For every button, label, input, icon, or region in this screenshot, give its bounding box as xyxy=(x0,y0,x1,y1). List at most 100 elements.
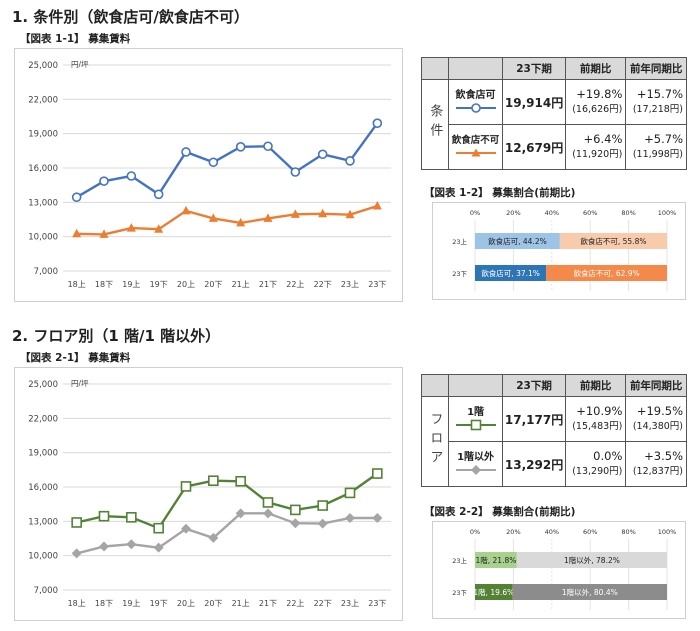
x-tick-label: 22下 xyxy=(314,599,332,608)
value-cell: 17,177円 xyxy=(502,396,566,442)
data-point xyxy=(208,532,219,543)
data-point xyxy=(208,475,219,487)
data-point xyxy=(345,209,355,219)
qoq-prev: (13,290円) xyxy=(572,466,623,477)
legend-square-marker-icon xyxy=(455,419,496,431)
x-tick-label: 23上 xyxy=(341,280,359,289)
x-tick-label: 60% xyxy=(583,209,597,217)
data-point xyxy=(99,229,109,238)
x-tick-label: 100% xyxy=(658,209,677,217)
x-tick-label: 18上 xyxy=(68,599,86,608)
table-group-cell: 条件 xyxy=(421,79,449,170)
data-label: 飲食店可, 37.1% xyxy=(481,268,540,278)
yoy-cell: +3.5% (12,837円) xyxy=(625,441,687,487)
line-chart-1-svg: 25,000 22,000 19,000 16,000 13,000 10,000 7,00… xyxy=(28,60,391,289)
x-tick-label: 20下 xyxy=(204,599,222,608)
header-qoq: 前期比 xyxy=(564,374,627,397)
fig1-1-label: 【図表 1-1】 募集賃料 xyxy=(20,33,131,45)
yoy-cell: +15.7% (17,218円) xyxy=(625,79,687,125)
data-point xyxy=(153,522,164,534)
share-chart-1: 0% 20% 40% 60% 80% 100% 23上 飲食店可, 44.2% 飲食店不可, 5… xyxy=(432,202,686,300)
table-row-label-cell: 1階以外 xyxy=(447,441,504,487)
x-tick-label: 0% xyxy=(470,528,480,536)
x-tick-label: 18上 xyxy=(68,280,86,289)
yoy-value: +19.5% xyxy=(636,404,683,418)
data-point xyxy=(208,157,219,168)
qoq-prev: (16,626円) xyxy=(572,104,623,115)
x-tick-label: 21下 xyxy=(259,599,277,608)
y-tick-label: 13,000 xyxy=(28,517,58,527)
section2-title: 2. フロア別（1 階/1 階以外） xyxy=(12,327,221,345)
x-tick-label: 19上 xyxy=(122,280,140,289)
data-point xyxy=(372,468,383,479)
table-row-label-cell: 1階 xyxy=(447,396,504,442)
x-tick-label: 20上 xyxy=(177,280,195,289)
x-tick-label: 23上 xyxy=(341,599,359,608)
data-label: 1階, 19.6% xyxy=(473,587,514,597)
y-tick-label: 22,000 xyxy=(28,95,58,105)
qoq-prev: (11,920円) xyxy=(572,149,623,160)
data-point xyxy=(317,500,328,511)
x-tick-label: 40% xyxy=(545,209,559,217)
data-point xyxy=(262,497,274,508)
table-corner xyxy=(421,374,449,397)
data-label: 飲食店可, 44.2% xyxy=(488,236,547,246)
y-tick-label: 7,000 xyxy=(34,267,58,277)
share-chart-1-svg: 0% 20% 40% 60% 80% 100% 23上 飲食店可, 44.2% 飲食店不可, 5… xyxy=(452,209,677,291)
data-point xyxy=(126,512,137,523)
header-qoq: 前期比 xyxy=(564,57,627,80)
table-corner xyxy=(447,57,504,80)
y-tick-label: 19,000 xyxy=(28,130,58,140)
qoq-cell: +6.4% (11,920円) xyxy=(564,124,627,170)
x-tick-label: 20上 xyxy=(177,599,195,608)
yoy-value: +3.5% xyxy=(644,449,683,463)
bar-segment xyxy=(475,584,513,600)
yoy-cell: +5.7% (11,998円) xyxy=(625,124,687,170)
fig1-2-label: 【図表 1-2】 募集割合(前期比) xyxy=(424,187,576,199)
table-row-label-cell: 飲食店不可 xyxy=(447,124,504,170)
data-point xyxy=(153,542,164,553)
data-point xyxy=(345,156,355,166)
qoq-value: 0.0% xyxy=(593,449,623,463)
header-yoy: 前年同期比 xyxy=(625,374,687,397)
data-point xyxy=(126,223,136,232)
table-corner xyxy=(447,374,504,397)
bar-segment xyxy=(516,552,667,568)
qoq-cell: +10.9% (15,483円) xyxy=(564,396,627,442)
data-label: 飲食店不可, 55.8% xyxy=(580,236,646,246)
data-point xyxy=(235,142,246,152)
x-tick-label: 20下 xyxy=(204,280,222,289)
data-point xyxy=(235,508,246,519)
table-row-label-cell: 飲食店可 xyxy=(447,79,504,125)
y-tick-label: 7,000 xyxy=(34,586,58,596)
data-point xyxy=(290,518,301,529)
y-tick-label: 22,000 xyxy=(28,414,58,424)
data-point xyxy=(153,189,164,200)
x-tick-label: 18下 xyxy=(95,280,113,289)
data-point xyxy=(236,217,246,227)
section1-title: 1. 条件別（飲食店可/飲食店不可） xyxy=(12,8,249,26)
y-tick-label: 10,000 xyxy=(28,233,58,243)
line-chart-2-svg: 25,000 22,000 19,000 16,000 13,000 10,000 7,00… xyxy=(28,379,391,608)
x-tick-label: 22上 xyxy=(286,599,304,608)
value-cell: 13,292円 xyxy=(502,441,566,487)
qoq-value: +10.9% xyxy=(576,404,623,418)
data-point xyxy=(263,213,273,222)
data-label: 飲食店不可, 62.9% xyxy=(574,268,640,278)
data-point xyxy=(290,209,300,218)
data-point xyxy=(99,541,109,552)
line-chart-2: 25,000 22,000 19,000 16,000 13,000 10,000 7,00… xyxy=(14,367,403,621)
data-label: 1階以外, 78.2% xyxy=(564,555,620,565)
y-tick-label: 10,000 xyxy=(28,552,58,562)
bar-segment xyxy=(512,584,667,600)
data-point xyxy=(317,149,328,160)
data-point xyxy=(317,518,328,529)
x-tick-label: 80% xyxy=(621,209,635,217)
series-line xyxy=(76,472,378,530)
y-tick-label: 25,000 xyxy=(28,61,58,71)
bar-segment xyxy=(546,265,667,281)
qoq-cell: +19.8% (16,626円) xyxy=(564,79,627,125)
data-point xyxy=(71,517,82,528)
row-label: 飲食店可 xyxy=(455,90,496,101)
bar-segment xyxy=(559,233,667,249)
